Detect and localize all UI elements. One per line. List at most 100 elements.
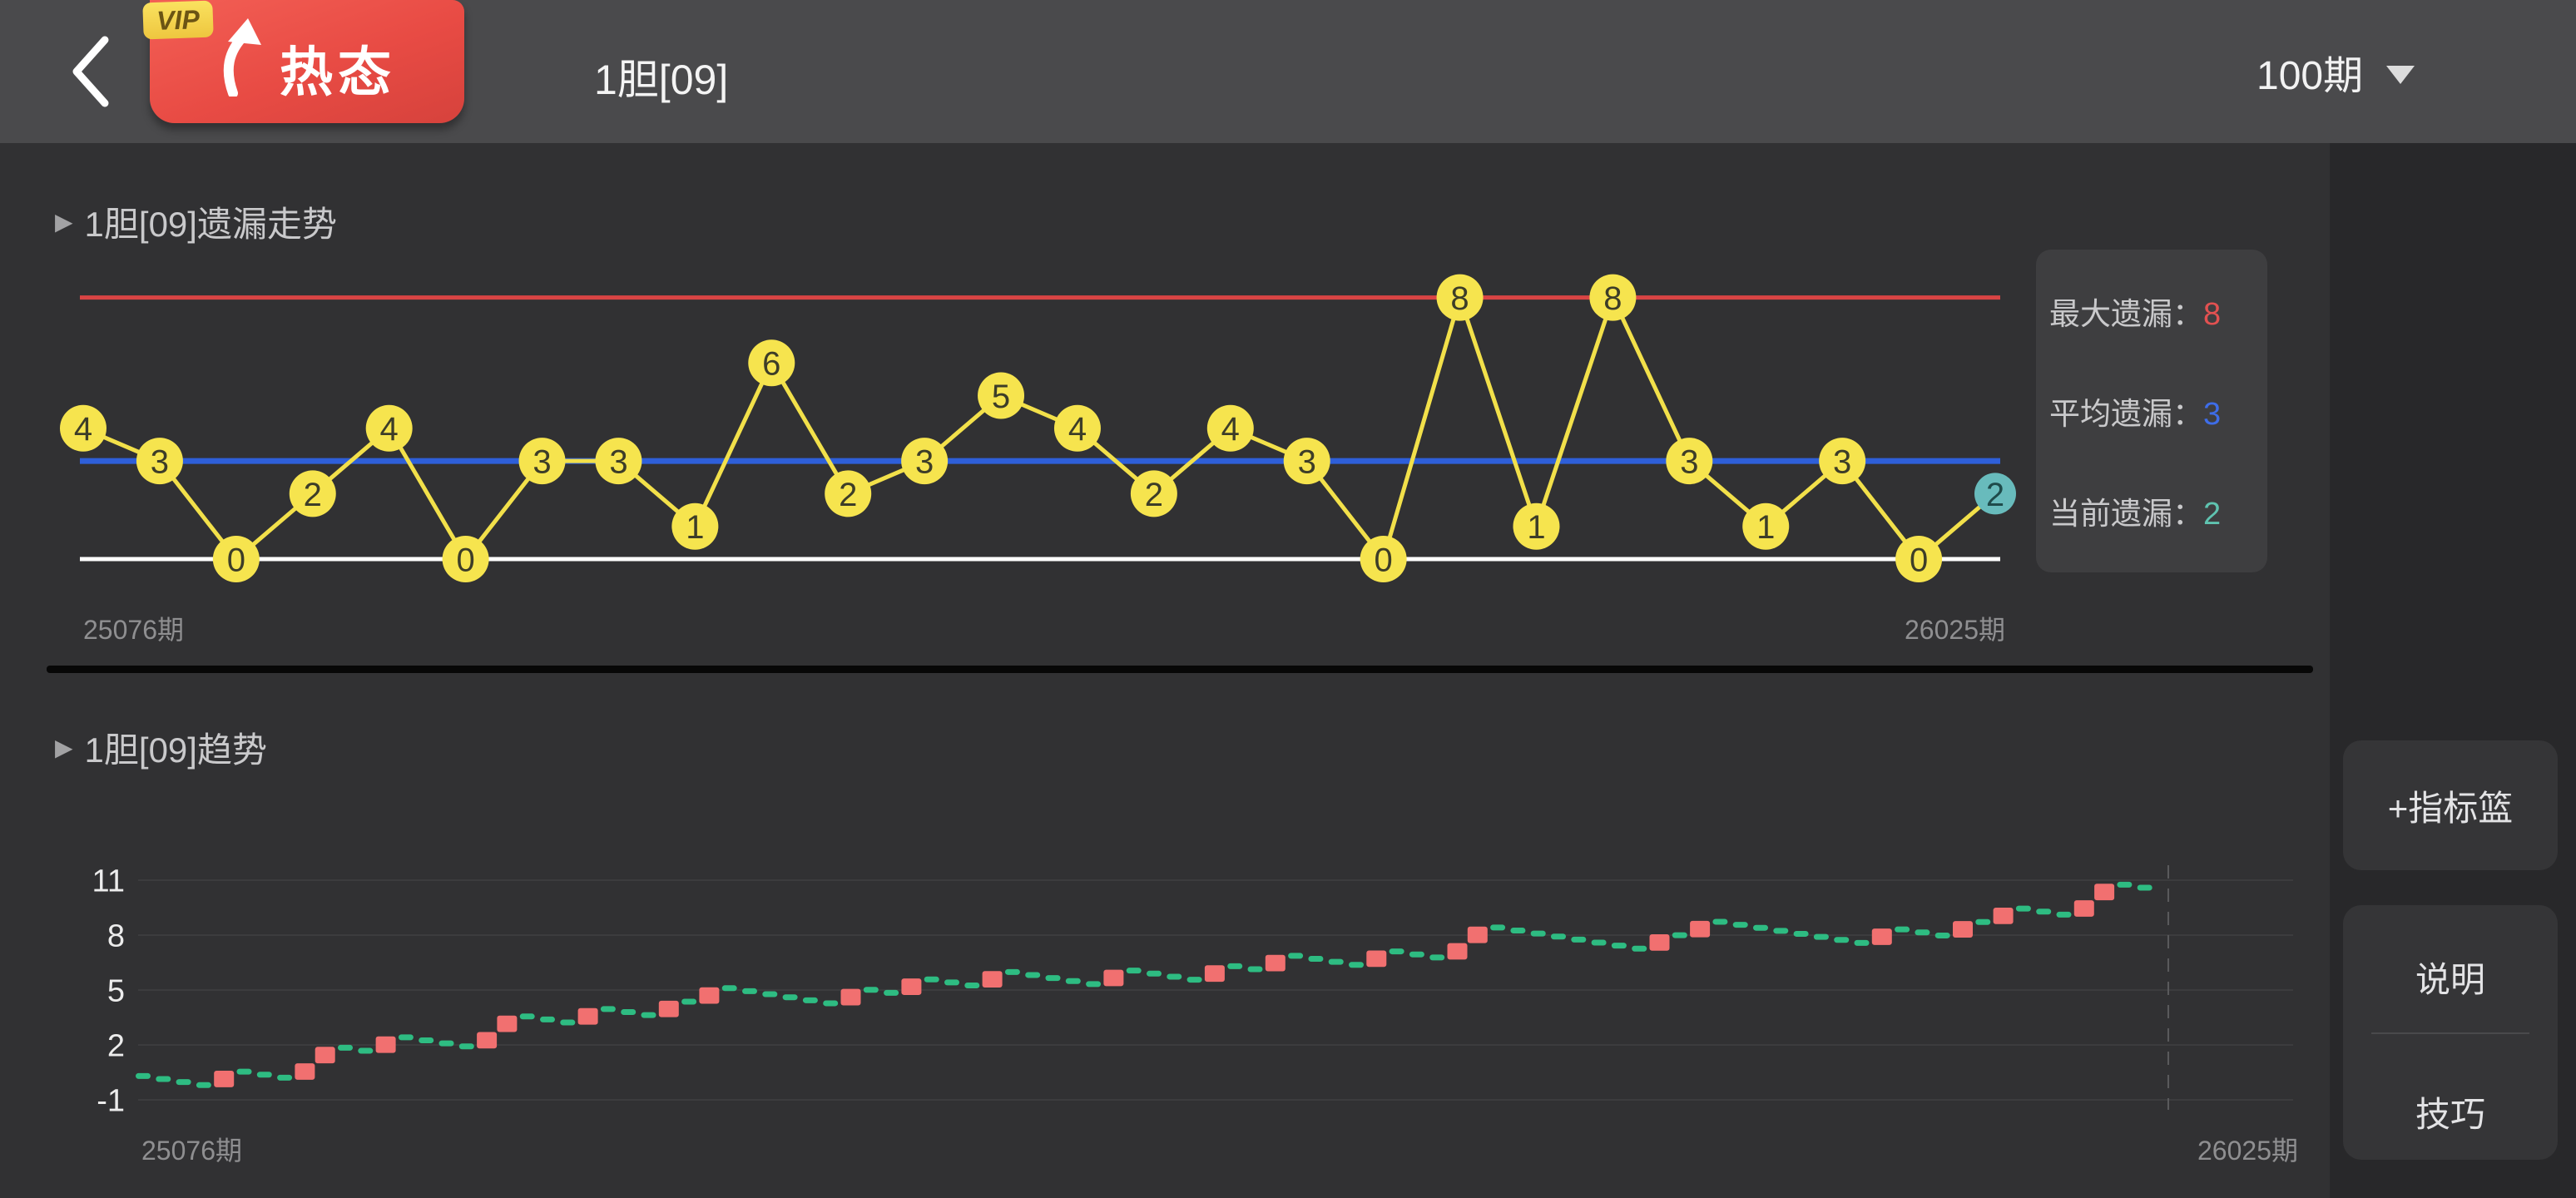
miss-dash (1186, 977, 1202, 983)
tips-button[interactable]: 技巧 (2415, 1095, 2485, 1134)
miss-dash (136, 1072, 151, 1079)
y-tick-label: 11 (92, 864, 125, 899)
miss-dash (884, 989, 899, 996)
hit-bar (1265, 954, 1286, 972)
omission-point-value: 5 (992, 379, 1010, 415)
miss-dash (398, 1034, 414, 1041)
miss-dash (721, 985, 737, 992)
omission-point (1666, 438, 1713, 485)
omission-point-value: 8 (1450, 280, 1469, 317)
miss-dash (1975, 918, 1991, 925)
miss-dash (802, 997, 818, 1003)
omission-chart: 4 3 0 2 4 0 3 3 1 6 2 3 5 4 2 4 3 0 8 1 8 3 1 3 0 2 (60, 274, 2016, 582)
miss-dash (1328, 958, 1344, 965)
miss-dash (2117, 881, 2133, 888)
omission-point (978, 372, 1025, 419)
charts-canvas: 4 3 0 2 4 0 3 3 1 6 2 3 5 4 2 4 3 0 8 1 8 3 1 3 0 2 11 8 5 2 -1 (60, 274, 2293, 1119)
omission-point-value: 0 (1910, 542, 1928, 578)
hit-bar (1993, 908, 2014, 924)
vip-hot-badge[interactable]: VIP 热态 (142, 0, 464, 123)
miss-dash (964, 983, 980, 988)
section1-header[interactable]: ▶ 1胆[09]遗漏走势 (55, 196, 337, 247)
hit-bar (1467, 926, 1488, 943)
period-selector[interactable]: 100期 (2256, 45, 2415, 98)
miss-dash (438, 1040, 454, 1047)
omission-point-value: 2 (1986, 477, 2004, 513)
miss-dash (540, 1016, 555, 1022)
omission-point-value: 3 (1298, 444, 1316, 481)
miss-dash (458, 1043, 474, 1050)
hit-bar (577, 1007, 598, 1025)
miss-dash (1551, 933, 1566, 940)
omission-point-value: 2 (304, 477, 322, 513)
miss-dash (519, 1013, 535, 1020)
chevron-down-icon (2386, 66, 2415, 84)
omission-point (1895, 536, 1943, 582)
omission-point (1436, 274, 1484, 321)
miss-dash (2137, 884, 2152, 891)
omission-point-value: 1 (1756, 509, 1775, 546)
omission-point-value: 8 (1603, 280, 1622, 317)
miss-dash (1611, 943, 1627, 949)
omission-point (1513, 502, 1560, 550)
miss-dash (1167, 973, 1182, 980)
back-icon[interactable] (62, 33, 120, 110)
omission-point (671, 502, 719, 550)
section1-title: 1胆[09]遗漏走势 (84, 205, 337, 244)
indicator-basket-card: +指标篮 (2343, 740, 2558, 870)
miss-dash (1895, 926, 1910, 933)
miss-dash (176, 1079, 191, 1086)
hit-bar (1447, 943, 1468, 960)
card-divider (2370, 1032, 2530, 1034)
miss-dash (1065, 978, 1081, 984)
miss-dash (338, 1044, 353, 1051)
omission-point (901, 438, 949, 485)
add-indicator-basket-button[interactable]: +指标篮 (2387, 788, 2514, 828)
miss-dash (1934, 932, 1950, 938)
hit-bar (699, 987, 720, 1004)
section-divider (47, 666, 2313, 673)
hit-bar (214, 1071, 235, 1087)
omission-point (60, 404, 107, 452)
omission-point (595, 438, 642, 485)
miss-dash (782, 994, 798, 1001)
miss-dash (1086, 981, 1102, 988)
omission-point-value: 3 (1833, 444, 1851, 481)
explanation-button[interactable]: 说明 (2415, 960, 2485, 999)
hit-bar (295, 1063, 315, 1080)
hit-bar (658, 1000, 679, 1017)
y-tick-label: 8 (107, 919, 125, 954)
page-title: 1胆[09] (594, 57, 729, 103)
omission-point-value: 3 (151, 444, 169, 481)
omission-polyline (82, 290, 1997, 564)
miss-dash (419, 1037, 434, 1043)
section2-title: 1胆[09]趋势 (84, 730, 267, 770)
omission-point (1742, 502, 1790, 550)
miss-dash (1530, 930, 1546, 937)
miss-dash (2015, 905, 2031, 912)
section2-header[interactable]: ▶ 1胆[09]趋势 (55, 722, 267, 773)
miss-dash (560, 1019, 576, 1026)
hit-bar (315, 1047, 335, 1064)
miss-dash (1227, 963, 1243, 969)
miss-dash (1793, 930, 1809, 937)
hit-bar (1204, 965, 1225, 983)
vip-tag: VIP (142, 0, 214, 40)
chart1-x-start-label: 25076期 (83, 615, 184, 645)
miss-dash (196, 1082, 211, 1088)
omission-point (1283, 438, 1330, 485)
omission-point (1819, 438, 1866, 485)
miss-dash (641, 1012, 656, 1018)
top-bar: VIP 热态 1胆[09] 100期 (0, 0, 2576, 143)
omission-point (825, 470, 872, 517)
miss-dash (1732, 922, 1748, 928)
hit-bar (1871, 928, 1892, 945)
miss-dash (1389, 948, 1404, 955)
miss-dash (1429, 954, 1445, 961)
stat-current-omission: 当前遗漏：2 (2049, 497, 2222, 532)
hit-bar (2073, 900, 2094, 917)
omission-point-value: 0 (456, 542, 474, 578)
miss-dash (944, 979, 959, 986)
hit-bar (1649, 934, 1670, 951)
trend-chart: 11 8 5 2 -1 (92, 864, 2293, 1119)
